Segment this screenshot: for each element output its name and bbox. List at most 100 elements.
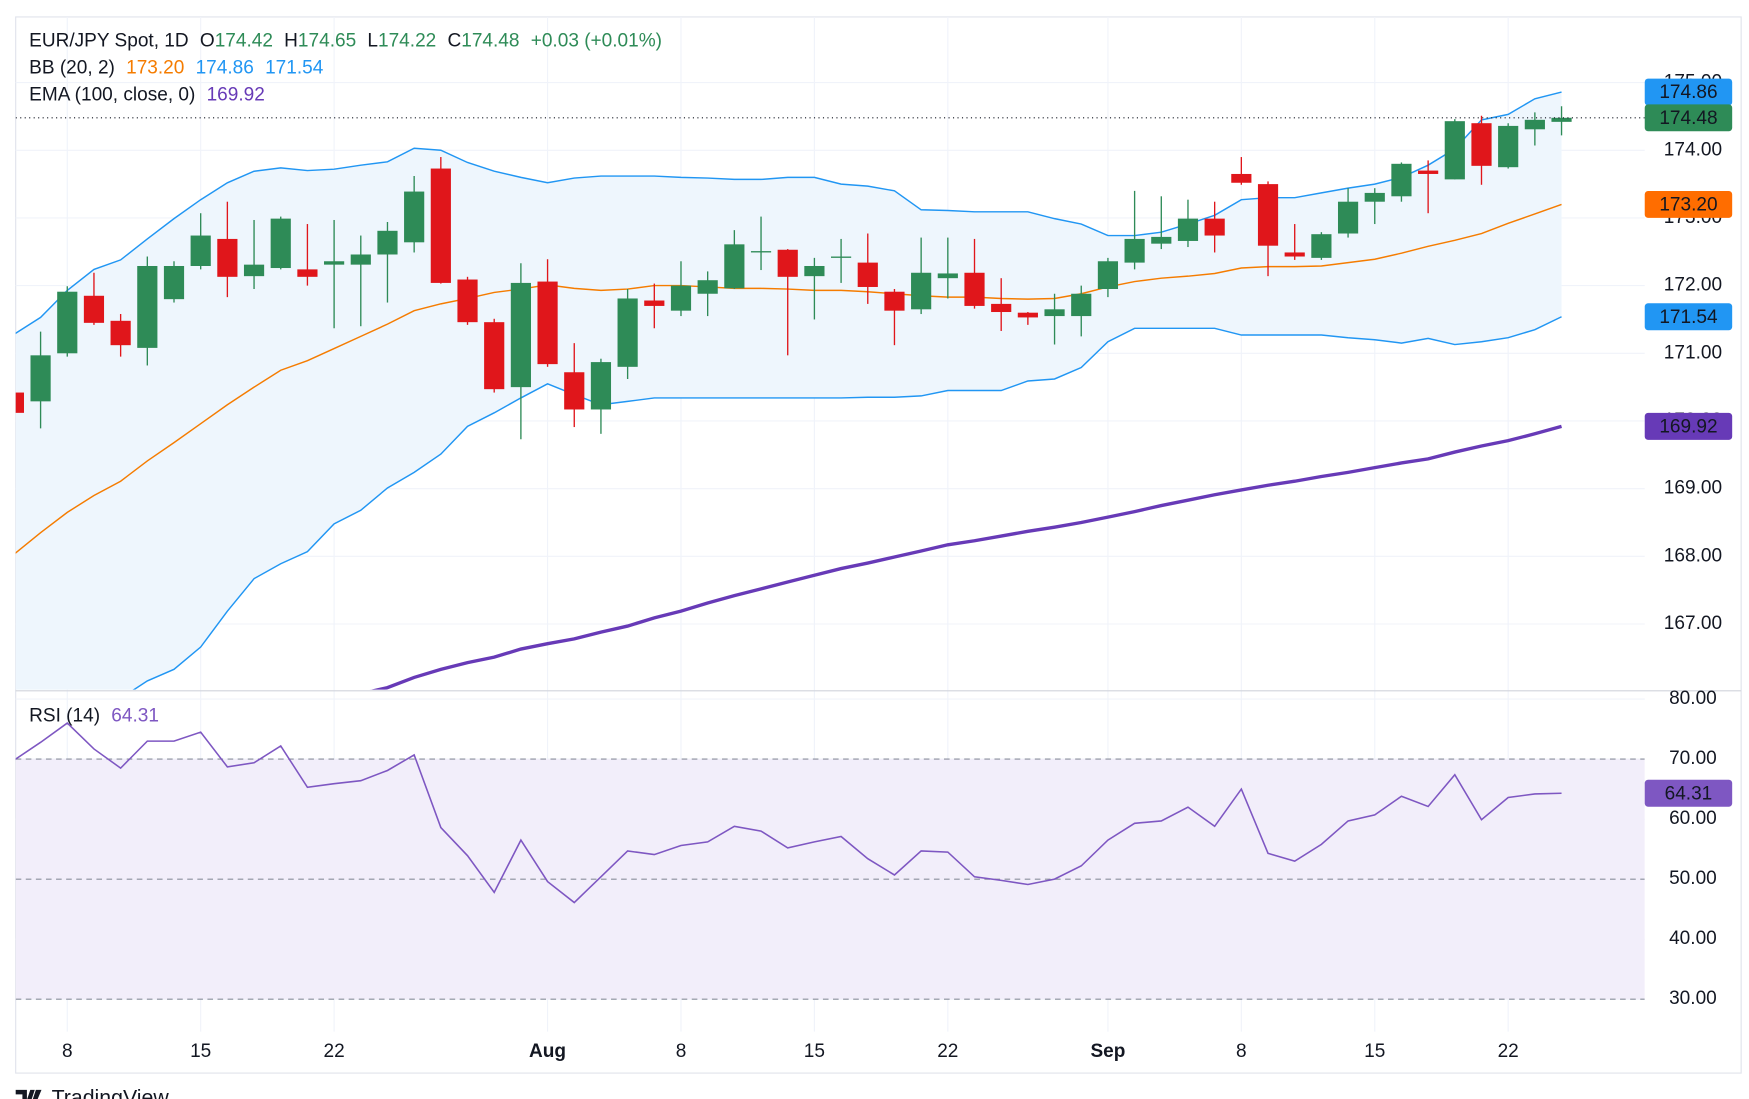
x-tick-label: 15	[1364, 1041, 1385, 1062]
candle-body	[1124, 238, 1145, 263]
y-tick-label: 70.00	[1669, 748, 1717, 769]
legend-change: +0.03 (+0.01%)	[531, 31, 662, 52]
candle-body	[537, 281, 558, 365]
candle-body	[1337, 201, 1359, 234]
candle-body	[1471, 123, 1492, 166]
price-label: 174.86	[1659, 82, 1717, 103]
indicator-line	[15, 91, 1562, 335]
candle-body	[937, 273, 958, 279]
candle-body	[243, 264, 265, 277]
y-tick-label: 169.00	[1664, 478, 1722, 499]
legend-indicator-value: 174.86	[196, 58, 254, 79]
indicator-line	[132, 316, 1562, 690]
candle-body	[1177, 218, 1199, 241]
price-label: 171.54	[1659, 307, 1718, 328]
candle-body	[324, 261, 345, 265]
candle-body	[270, 218, 291, 269]
candle-body	[964, 272, 985, 306]
candle-body	[30, 355, 51, 402]
x-tick-label: 8	[1236, 1041, 1247, 1062]
candle-body	[377, 230, 398, 255]
x-tick-label: Aug	[529, 1041, 566, 1062]
candle-body	[670, 285, 692, 311]
price-label-box	[1644, 303, 1733, 331]
legend-row: EUR/JPY Spot, 1D O174.42 H174.65 L174.22 C17…	[29, 31, 662, 52]
legend-row: EMA (100, close, 0) 169.92	[29, 84, 265, 105]
candle-body	[857, 262, 878, 287]
y-tick-label: 168.00	[1664, 545, 1722, 566]
legend-row: RSI (14) 64.31	[29, 706, 159, 727]
candle-body	[1204, 218, 1225, 236]
candle-body	[430, 168, 451, 283]
legend-ohlc-label: L	[367, 31, 378, 52]
candle-body	[1418, 170, 1439, 174]
candle-body	[1071, 293, 1092, 317]
candle-body	[697, 280, 718, 294]
x-tick-label: 22	[937, 1041, 958, 1062]
candle-body	[884, 291, 905, 311]
candle-body	[644, 300, 665, 306]
candle-body	[1231, 173, 1252, 183]
candle-body	[1311, 234, 1332, 258]
y-tick-label: 174.00	[1664, 139, 1722, 160]
candle-body	[1444, 121, 1465, 180]
candle-body	[991, 303, 1012, 313]
legend-row: BB (20, 2) 173.20 174.86 171.54	[29, 58, 324, 79]
candle-body	[404, 191, 425, 243]
candle-body	[15, 392, 24, 413]
candle-body	[1044, 309, 1065, 317]
candle-body	[163, 265, 185, 300]
rsi-pane	[15, 722, 1645, 1000]
y-tick-label: 40.00	[1669, 928, 1717, 949]
axes: 8 15 22 Aug 8 15 22 Sep 8 15 22 167.00 168.00 169.00 1…	[62, 72, 1733, 1062]
candle-body	[1498, 125, 1519, 168]
candle-body	[750, 251, 772, 253]
x-tick-label: 22	[324, 1041, 345, 1062]
y-tick-label: 30.00	[1669, 988, 1717, 1009]
price-label-box	[1644, 104, 1733, 132]
x-tick-label: Sep	[1090, 1041, 1125, 1062]
price-label: 173.20	[1659, 195, 1717, 216]
price-label-box	[1644, 779, 1733, 807]
brand-name: TradingView	[52, 1085, 170, 1099]
price-label-box	[1644, 78, 1733, 106]
candle-body	[83, 295, 105, 323]
candle-body	[1151, 236, 1172, 244]
price-label: 64.31	[1665, 783, 1713, 804]
candle-body	[1017, 312, 1038, 318]
candle-body	[830, 256, 852, 258]
candle-body	[137, 265, 158, 348]
candle-body	[911, 272, 932, 310]
candle-body	[804, 265, 825, 277]
candle-body	[484, 322, 505, 390]
y-tick-label: 80.00	[1669, 688, 1717, 709]
legend-indicator-value: 169.92	[207, 84, 265, 105]
candle-body	[1524, 119, 1545, 130]
candle-body	[1097, 261, 1119, 290]
branding: TradingView	[15, 1085, 170, 1099]
candle-body	[1364, 192, 1385, 202]
candle-body	[1551, 117, 1572, 122]
x-tick-label: 8	[676, 1041, 687, 1062]
price-label: 174.48	[1659, 108, 1717, 129]
legend-ohlc-value: 174.48	[461, 31, 519, 52]
legend-ohlc-value: 174.65	[298, 31, 356, 52]
y-tick-label: 171.00	[1664, 342, 1722, 363]
y-tick-label: 172.00	[1664, 275, 1722, 296]
candle-body	[564, 372, 585, 410]
legend-indicator-name: EMA (100, close, 0)	[29, 84, 195, 105]
x-tick-label: 8	[62, 1041, 73, 1062]
legend-ohlc-label: C	[447, 31, 461, 52]
legend-indicator-value: 173.20	[126, 58, 184, 79]
price-label-box	[1644, 190, 1733, 218]
candle-body	[1257, 184, 1279, 246]
band-fill	[15, 92, 1562, 690]
price-pane	[15, 91, 1645, 690]
x-tick-label: 15	[804, 1041, 825, 1062]
legend-ohlc-value: 174.22	[378, 31, 436, 52]
candle-body	[457, 279, 478, 323]
candle-body	[350, 254, 371, 265]
legend-indicator-value: 171.54	[265, 58, 324, 79]
